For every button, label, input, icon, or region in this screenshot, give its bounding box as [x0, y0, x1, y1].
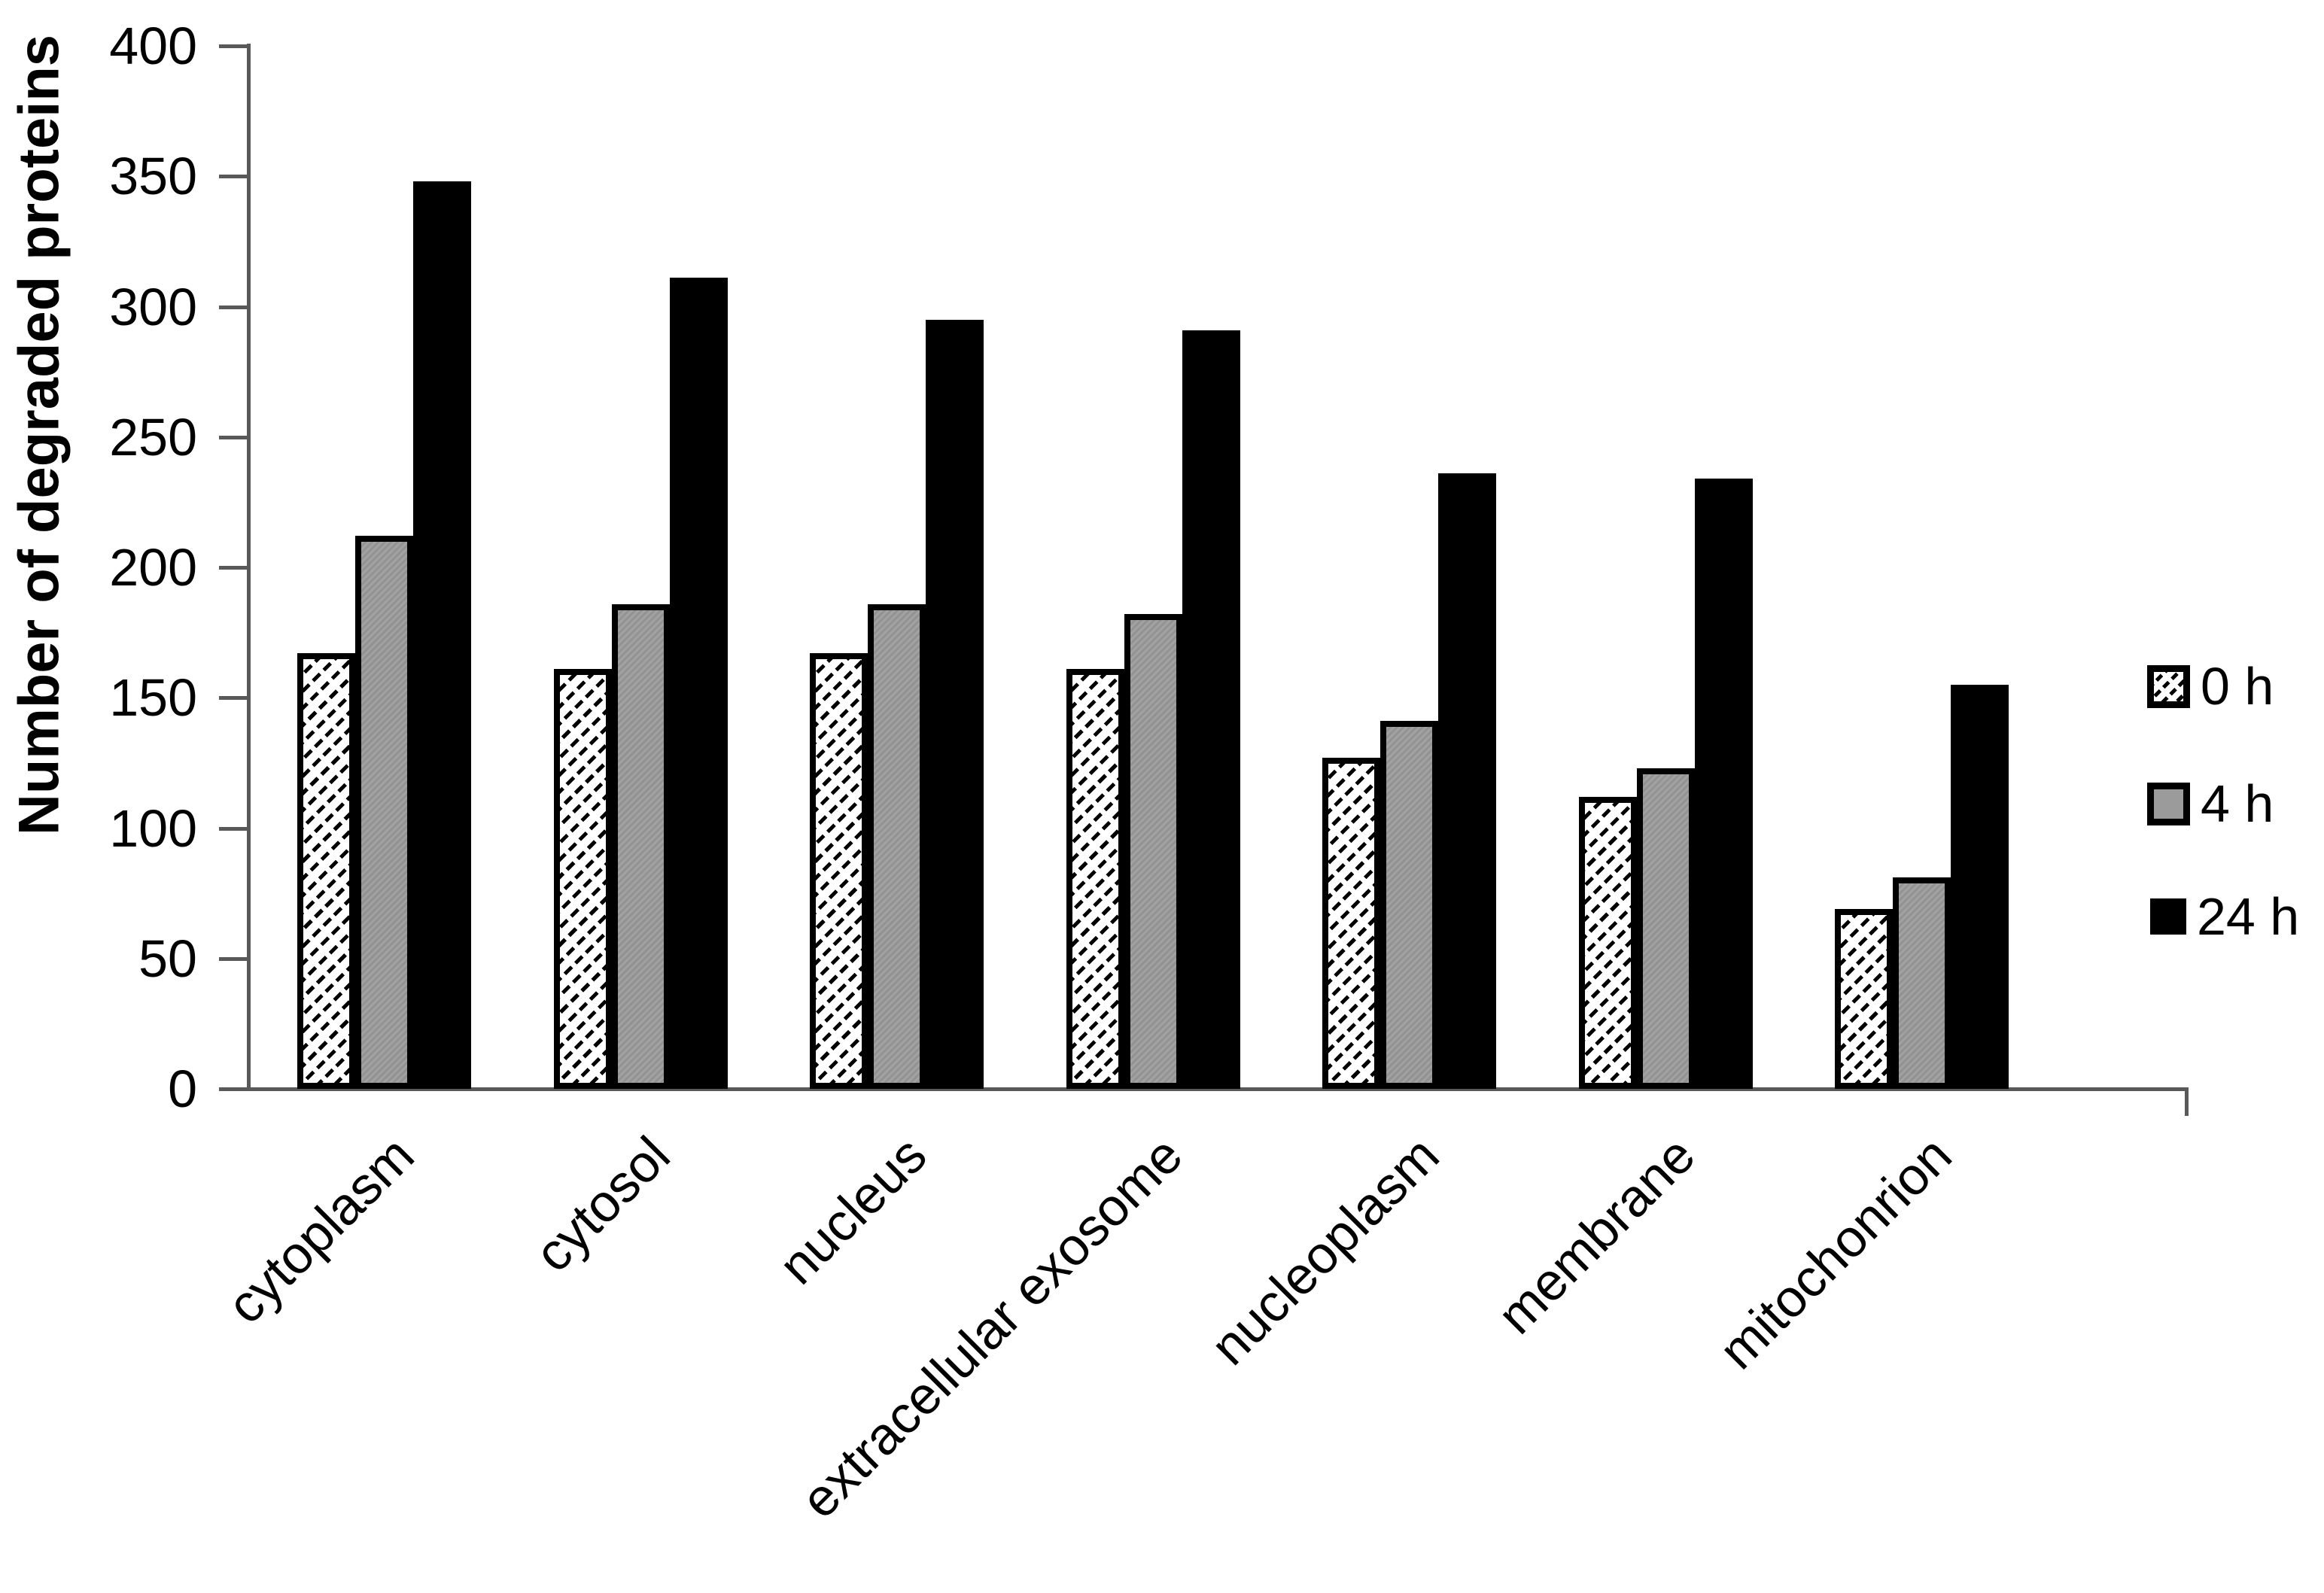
- legend-label-4-h: 4 h: [2201, 774, 2274, 833]
- y-tick-mark-0: [219, 1087, 248, 1091]
- bar-4-h-mitochonrion: [1893, 877, 1951, 1089]
- bar-4-h-cytosol: [612, 604, 670, 1089]
- y-axis-line: [247, 44, 251, 1091]
- legend-label-24-h: 24 h: [2197, 887, 2300, 946]
- bar-0-h-membrane: [1579, 797, 1637, 1089]
- y-tick-mark-300: [219, 305, 248, 309]
- bar-4-h-membrane: [1637, 768, 1695, 1089]
- bar-24-h-cytoplasm: [413, 181, 471, 1089]
- x-axis-label-cytosol: cytosol: [523, 1125, 681, 1283]
- x-axis-label-mitochonrion: mitochonrion: [1708, 1125, 1963, 1381]
- y-tick-mark-250: [219, 435, 248, 439]
- bar-0-h-cytosol: [554, 669, 612, 1089]
- x-axis-label-nucleoplasm: nucleoplasm: [1199, 1125, 1450, 1376]
- y-tick-label-400: 400: [109, 17, 197, 75]
- y-tick-mark-400: [219, 44, 248, 48]
- y-tick-label-100: 100: [109, 798, 197, 858]
- y-tick-mark-150: [219, 696, 248, 701]
- y-tick-label-250: 250: [109, 407, 197, 467]
- legend-item-24-h: 24 h: [2147, 890, 2299, 943]
- y-tick-mark-200: [219, 566, 248, 570]
- y-tick-mark-100: [219, 826, 248, 831]
- bar-0-h-nucleoplasm: [1322, 758, 1380, 1089]
- y-tick-label-350: 350: [109, 147, 197, 206]
- legend-label-0-h: 0 h: [2201, 657, 2274, 716]
- x-axis-line: [247, 1087, 2189, 1091]
- bar-0-h-cytoplasm: [297, 653, 355, 1089]
- bar-24-h-nucleus: [926, 320, 984, 1089]
- bar-0-h-mitochonrion: [1835, 909, 1893, 1089]
- legend-swatch-gray-icon: [2147, 782, 2190, 825]
- bar-4-h-cytoplasm: [355, 536, 413, 1089]
- y-tick-mark-50: [219, 956, 248, 961]
- legend-swatch-black-icon: [2150, 898, 2186, 935]
- bar-24-h-mitochonrion: [1951, 685, 2009, 1089]
- legend-item-4-h: 4 h: [2147, 777, 2274, 830]
- x-axis-label-nucleus: nucleus: [767, 1125, 938, 1296]
- y-tick-label-0: 0: [168, 1059, 197, 1118]
- bar-4-h-extracellular-exosome: [1124, 614, 1182, 1089]
- bar-24-h-nucleoplasm: [1438, 473, 1496, 1089]
- bar-24-h-membrane: [1695, 479, 1753, 1089]
- y-tick-label-50: 50: [138, 929, 197, 988]
- y-tick-mark-350: [219, 175, 248, 179]
- legend-item-0-h: 0 h: [2147, 660, 2274, 713]
- bar-0-h-nucleus: [810, 653, 868, 1089]
- x-axis-label-cytoplasm: cytoplasm: [215, 1125, 425, 1335]
- x-axis-end-tick: [2185, 1089, 2189, 1116]
- y-tick-label-150: 150: [109, 668, 197, 728]
- bar-24-h-extracellular-exosome: [1182, 330, 1240, 1089]
- y-tick-label-300: 300: [109, 277, 197, 336]
- bar-0-h-extracellular-exosome: [1066, 669, 1124, 1089]
- bar-4-h-nucleoplasm: [1380, 721, 1438, 1089]
- bar-24-h-cytosol: [670, 278, 728, 1089]
- legend-swatch-hatched-icon: [2147, 664, 2190, 708]
- bar-4-h-nucleus: [868, 604, 926, 1089]
- x-axis-label-membrane: membrane: [1486, 1125, 1706, 1345]
- y-tick-label-200: 200: [109, 538, 197, 597]
